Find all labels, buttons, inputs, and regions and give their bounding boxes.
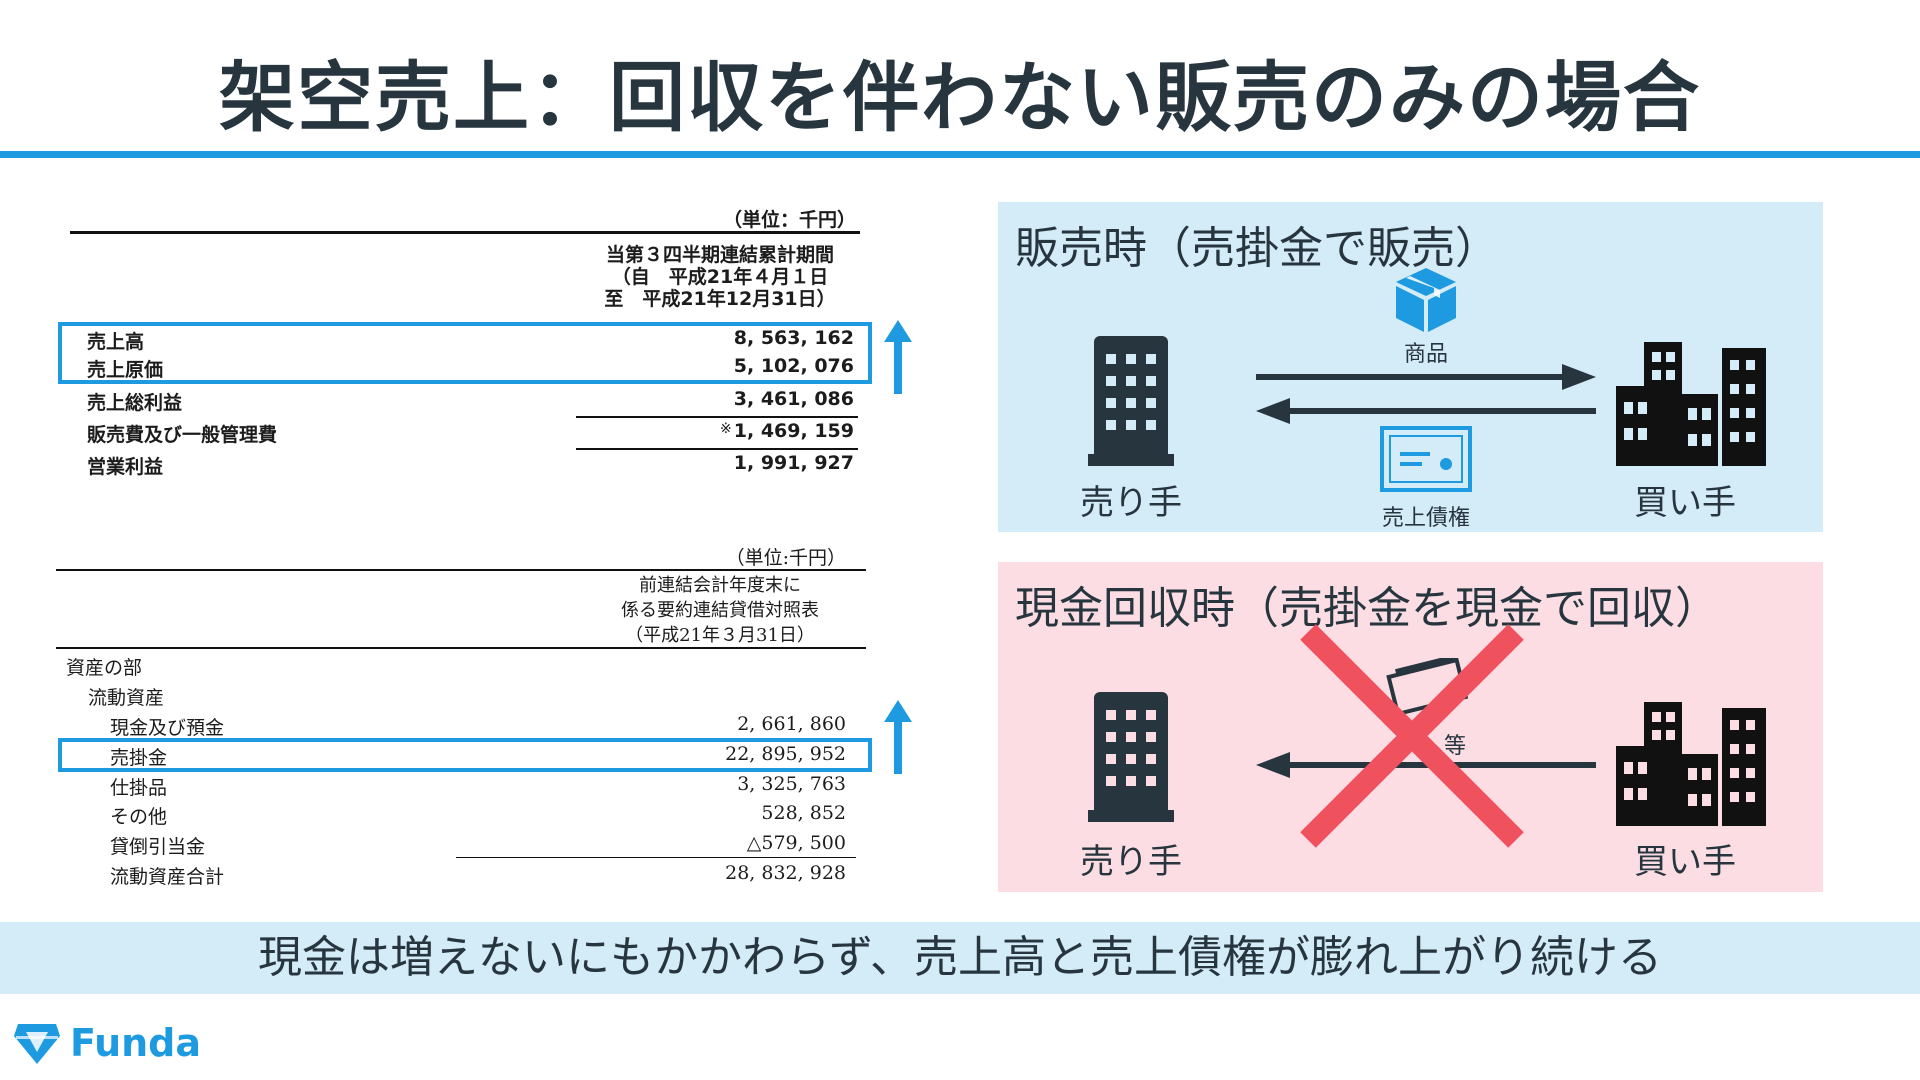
arrow-left-icon <box>1256 398 1596 424</box>
balance-row-value: 22, 895, 952 <box>725 743 846 765</box>
buyer-label: 買い手 <box>1634 483 1736 523</box>
collection-panel-title: 現金回収時（売掛金を現金で回収） <box>1015 583 1719 634</box>
income-row-value: 8, 563, 162 <box>733 327 854 349</box>
rule <box>576 448 858 450</box>
title-underline <box>0 151 1920 158</box>
sales-panel: 販売時（売掛金で販売） 売り手 <box>998 202 1823 532</box>
income-row-label: 売上総利益 <box>87 392 183 414</box>
certificate-icon <box>1380 426 1472 492</box>
balance-row-value: 28, 832, 928 <box>725 862 846 884</box>
balance-row-label: 貸倒引当金 <box>110 836 206 858</box>
balance-row-label: 現金及び預金 <box>110 717 225 739</box>
balance-row-value: 528, 852 <box>761 802 846 824</box>
income-row-label: 営業利益 <box>87 456 164 478</box>
balance-header-1: 前連結会計年度末に <box>639 575 801 596</box>
cash-suffix-label: 等 <box>1443 734 1466 759</box>
bottom-message: 現金は増えないにもかかわらず、売上高と売上債権が膨れ上がり続ける <box>257 932 1663 983</box>
cross-mark-icon <box>1300 624 1524 848</box>
income-header-2: （自 平成21年４月１日 <box>611 266 829 288</box>
collection-panel: 現金回収時（売掛金を現金で回収） 売り手 <box>998 562 1823 892</box>
seller-label: 売り手 <box>1080 483 1182 523</box>
sales-panel-title: 販売時（売掛金で販売） <box>1015 223 1499 274</box>
funda-logo-icon <box>14 1024 60 1064</box>
receivable-label: 売上債権 <box>1381 506 1470 531</box>
seller-label: 売り手 <box>1080 842 1182 882</box>
buyer-label: 買い手 <box>1634 842 1736 882</box>
income-row-label: 販売費及び一般管理費 <box>87 424 278 446</box>
rule <box>576 416 858 418</box>
balance-row-label: 資産の部 <box>66 657 143 679</box>
logo-text: Funda <box>70 1021 202 1065</box>
box-icon <box>1396 268 1456 332</box>
income-row-label: 売上高 <box>87 331 145 353</box>
seller-building-icon <box>1088 692 1174 822</box>
up-arrow-icon <box>884 320 912 394</box>
balance-row-value: 2, 661, 860 <box>737 713 846 735</box>
income-row-value: 3, 461, 086 <box>733 388 854 410</box>
income-row-value: 5, 102, 076 <box>733 355 854 377</box>
rule <box>56 569 866 571</box>
buyer-buildings-icon <box>1616 342 1766 466</box>
seller-building-icon <box>1088 336 1174 466</box>
goods-label: 商品 <box>1403 342 1448 367</box>
balance-row-label: 流動資産合計 <box>110 866 225 888</box>
balance-row-label: 流動資産 <box>88 687 165 709</box>
income-row-label: 売上原価 <box>87 359 164 381</box>
bottom-band <box>0 922 1920 994</box>
balance-unit: （単位:千円） <box>725 547 846 569</box>
up-arrow-icon <box>884 700 912 774</box>
highlight-sales-box <box>58 322 872 384</box>
highlight-receivable-box <box>58 738 872 772</box>
rule <box>456 857 856 858</box>
arrow-right-icon <box>1256 364 1596 390</box>
buyer-buildings-icon <box>1616 702 1766 826</box>
balance-row-value: 3, 325, 763 <box>737 773 846 795</box>
balance-header-2: 係る要約連結貸借対照表 <box>621 600 819 621</box>
balance-row-label: その他 <box>110 806 168 828</box>
balance-header-3: （平成21年３月31日） <box>625 625 815 646</box>
rule <box>70 231 860 234</box>
income-unit: （単位：千円） <box>722 209 856 231</box>
income-row-value: 1, 469, 159 <box>733 420 854 442</box>
page-title: 架空売上：回収を伴わない販売のみの場合 <box>219 53 1701 142</box>
balance-row-label: 売掛金 <box>110 747 168 769</box>
income-row-note: ※ <box>720 421 732 437</box>
balance-row-label: 仕掛品 <box>110 777 168 799</box>
income-header-1: 当第３四半期連結累計期間 <box>605 244 834 266</box>
balance-row-value: △579, 500 <box>746 832 846 854</box>
income-row-value: 1, 991, 927 <box>733 452 854 474</box>
income-header-3: 至 平成21年12月31日） <box>604 288 836 310</box>
rule <box>56 647 866 649</box>
